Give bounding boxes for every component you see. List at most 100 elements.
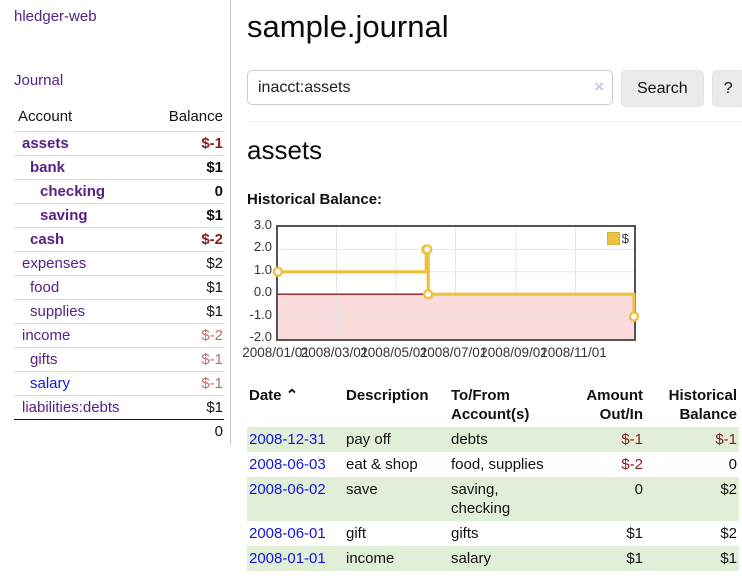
chart-svg [272,227,640,339]
accounts-total-row: 0 [14,419,224,443]
transaction-balance: $2 [720,525,737,542]
account-row: bank $1 [14,155,224,180]
account-link[interactable]: food [30,279,60,296]
account-link[interactable]: assets [22,135,69,152]
transaction-date-link[interactable]: 2008-06-03 [249,456,326,473]
account-link[interactable]: income [22,327,71,344]
account-link[interactable]: supplies [30,303,86,320]
register-header-cell: Date ⌃ [249,387,299,404]
transaction-amount: 0 [634,481,643,498]
historical-balance-chart: 3.0 2.0 1.0 0.0 -1.0 -2.0 $ 2008/01/01 2008/03… [242,217,647,363]
transaction-description: pay off [346,431,391,448]
register-row: 2008-12-31 pay off debts $-1 $-1 [247,427,739,452]
x-tick-label: 2008/03/01 [300,345,369,360]
transaction-date-link[interactable]: 2008-06-02 [249,481,326,498]
transaction-amount: $1 [626,550,643,567]
transaction-balance: $1 [720,550,737,567]
register-row: 2008-01-01 income salary $1 $1 [247,546,739,571]
register-header-cell: Historical Balance [668,387,737,423]
account-balance: $1 [148,155,224,180]
transaction-accounts: saving, checking [451,481,511,517]
account-balance: $-1 [148,347,224,372]
accounts-header-row: Account Balance [14,105,224,132]
account-row: income $-2 [14,323,224,348]
account-balance: $1 [148,275,224,300]
section-divider [247,121,742,122]
transaction-amount: $1 [626,525,643,542]
transaction-date-link[interactable]: 2008-12-31 [249,431,326,448]
search-row: × Search ? [247,70,742,107]
register-row: 2008-06-01 gift gifts $1 $2 [247,521,739,546]
account-link[interactable]: bank [30,159,66,176]
app-title-link[interactable]: hledger-web [14,8,97,25]
register-header-row: Date ⌃ Description To/From Account(s) Amoun… [247,383,739,427]
search-button[interactable]: Search [621,70,704,107]
sidebar-item-journal: Journal [14,72,224,90]
main-content: sample.journal × Search ? assets Histori… [231,0,742,571]
account-link[interactable]: expenses [22,255,87,272]
account-heading: assets [247,135,323,165]
register-table-body: 2008-12-31 pay off debts $-1 $-1 2008-06-03 ea… [247,427,739,571]
transaction-balance: $-1 [715,431,737,448]
accounts-total-value: 0 [14,419,224,443]
sort-ascending-icon: ⌃ [281,387,299,404]
account-balance: $-2 [148,227,224,252]
y-tick-label: -1.0 [249,306,272,322]
sidebar: hledger-web Journal Account Balance asse… [0,0,231,445]
accounts-header-balance: Balance [168,108,223,125]
account-row: food $1 [14,275,224,300]
account-link[interactable]: salary [30,375,71,392]
chart-legend: $ [606,231,629,246]
account-row: checking 0 [14,179,224,204]
account-row: gifts $-1 [14,347,224,372]
account-row: cash $-2 [14,227,224,252]
transaction-accounts: gifts [451,525,479,542]
transaction-accounts: food, supplies [451,456,544,473]
transaction-balance: $2 [720,481,737,498]
transaction-accounts: debts [451,431,488,448]
y-tick-label: 0.0 [253,284,272,300]
account-balance: $-2 [148,323,224,348]
journal-link[interactable]: Journal [14,72,64,89]
register-header-cell: To/From Account(s) [451,387,530,423]
account-balance: $1 [148,299,224,324]
transaction-date-link[interactable]: 2008-01-01 [249,550,326,567]
account-row: salary $-1 [14,371,224,396]
account-link[interactable]: liabilities:debts [22,399,120,416]
accounts-table: Account Balance assets $-1 bank $1 checking 0… [14,105,224,443]
account-row: saving $1 [14,203,224,228]
account-link[interactable]: cash [30,231,65,248]
transaction-balance: 0 [728,456,737,473]
accounts-table-body: assets $-1 bank $1 checking 0 saving $1 cash $-2 e… [14,131,224,420]
account-row: liabilities:debts $1 [14,395,224,420]
accounts-header-account: Account [18,108,73,125]
y-tick-label: -2.0 [249,329,272,344]
y-tick-label: 3.0 [253,217,272,232]
register-row: 2008-06-02 save saving, checking 0 $2 [247,477,739,521]
x-tick-label: 2008/01/01 [242,345,310,360]
help-button[interactable]: ? [711,70,742,107]
register-table: Date ⌃ Description To/From Account(s) Amoun… [247,383,739,571]
x-tick-label: 2008/09/01 [480,345,548,360]
account-link[interactable]: gifts [30,351,58,368]
transaction-description: eat & shop [346,456,418,473]
search-input[interactable] [247,70,613,105]
chart-plot-area: $ [272,225,640,341]
chart-title: Historical Balance: [247,191,383,208]
x-tick-label: 2008/11/01 [540,345,607,360]
account-balance: $2 [148,251,224,276]
register-row: 2008-06-03 eat & shop food, supplies $-2 0 [247,452,739,477]
search-box: × [247,70,613,105]
register-header-cell: Amount Out/In [586,387,643,423]
app-title: hledger-web [14,8,224,26]
transaction-amount: $-1 [621,431,643,448]
account-row: expenses $2 [14,251,224,276]
clear-search-icon[interactable]: × [594,77,604,96]
account-balance: $1 [148,203,224,228]
transaction-date-link[interactable]: 2008-06-01 [249,525,326,542]
transaction-accounts: salary [451,550,492,567]
transaction-description: save [346,481,378,498]
account-link[interactable]: saving [40,207,88,224]
account-link[interactable]: checking [40,183,106,200]
account-balance: $-1 [148,371,224,396]
